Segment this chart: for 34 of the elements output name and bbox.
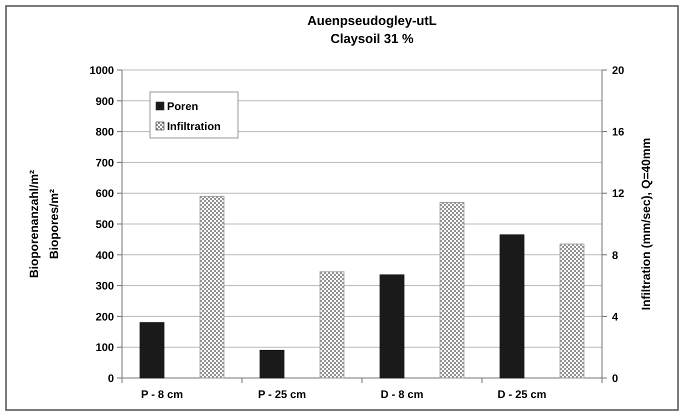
- y2-tick-label: 0: [612, 373, 618, 385]
- bar: [440, 202, 464, 378]
- y-tick-label: 500: [96, 219, 114, 231]
- y-tick-label: 200: [96, 311, 114, 324]
- y-tick-label: 700: [96, 157, 114, 170]
- y2-tick-label: 20: [612, 65, 624, 77]
- bar: [260, 350, 284, 378]
- y2-tick-label: 12: [612, 188, 624, 200]
- y-tick-label: 900: [96, 96, 114, 108]
- x-tick-label: P - 8 cm: [141, 389, 184, 401]
- bar: [560, 244, 584, 378]
- y-tick-label: 100: [96, 342, 114, 354]
- bar: [200, 196, 224, 378]
- legend-label: Poren: [167, 101, 198, 113]
- y-tick-label: 0: [108, 373, 114, 385]
- y2-tick-label: 16: [612, 126, 624, 139]
- y-axis-title: Bioporenanzahl/m² Biopores/m²: [27, 170, 61, 278]
- bar: [140, 322, 164, 378]
- y2-tick-label: 4: [612, 311, 619, 324]
- bar: [320, 271, 344, 378]
- y-tick-label: 600: [96, 188, 114, 200]
- y-tick-label: 300: [96, 280, 114, 293]
- y-tick-label: 800: [96, 126, 114, 139]
- y-tick-label: 400: [96, 250, 114, 262]
- y2-tick-label: 8: [612, 250, 618, 262]
- x-tick-label: D - 25 cm: [498, 389, 547, 401]
- bar: [500, 234, 524, 378]
- legend-label: Infiltration: [167, 121, 222, 133]
- x-tick-label: P - 25 cm: [258, 389, 306, 401]
- y2-axis-title: Infiltration (mm/sec), Q=40mm: [639, 138, 653, 310]
- x-tick-label: D - 8 cm: [380, 389, 424, 401]
- chart-title: Auenpseudogley-utL Claysoil 31 %: [307, 13, 437, 46]
- y-tick-label: 1000: [90, 65, 114, 77]
- bar: [380, 274, 404, 378]
